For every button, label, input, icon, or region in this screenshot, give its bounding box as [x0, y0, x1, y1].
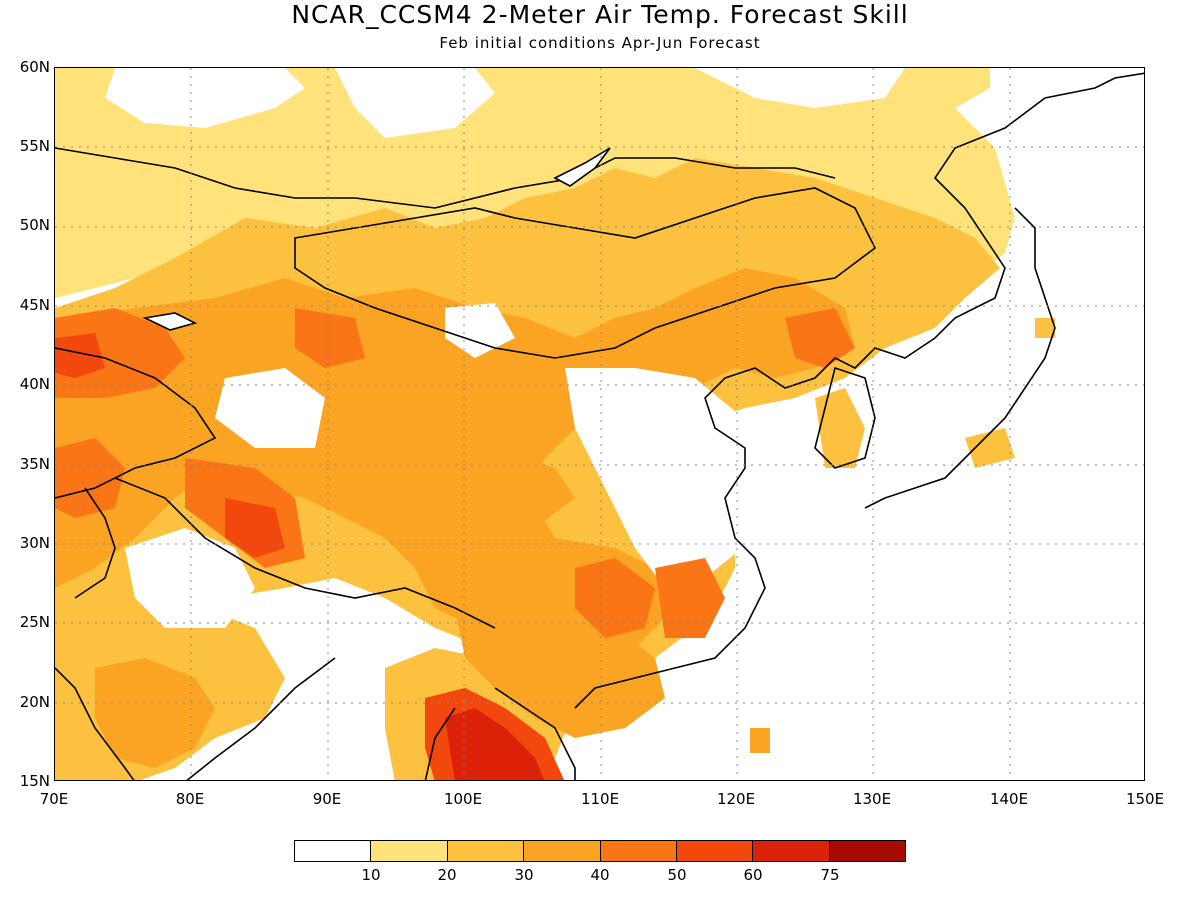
coastline-india [55, 657, 336, 780]
skill-region-60-75-indochina [445, 708, 545, 780]
coastline-east-asia [574, 72, 1144, 709]
lon-label-110e: 110E [580, 790, 620, 808]
lon-label-80e: 80E [175, 790, 205, 808]
skill-gap-gobi [445, 303, 515, 358]
skill-region-30-40-south [455, 608, 665, 738]
lat-label-25n: 25N [19, 613, 50, 631]
skill-gap-seasia [735, 528, 905, 708]
skill-region-40-50-kaz [55, 308, 185, 398]
skill-gap-eastchina [565, 368, 775, 588]
lat-label-40n: 40N [19, 375, 50, 393]
legend-label-50: 50 [667, 866, 687, 884]
legend-label-40: 40 [590, 866, 610, 884]
coastline-indochina [424, 687, 576, 780]
legend-swatch-6 [753, 841, 830, 861]
coastline-korea [814, 366, 876, 469]
lon-label-100e: 100E [443, 790, 483, 808]
border-russia-south [55, 147, 836, 209]
border-india-pakistan [74, 487, 116, 599]
lat-label-60n: 60N [19, 58, 50, 76]
skill-region-japan [965, 428, 1015, 468]
skill-region-30-40-china [425, 448, 575, 538]
skill-region-40-50-india [55, 438, 125, 518]
legend-label-20: 20 [437, 866, 457, 884]
lat-label-20n: 20N [19, 693, 50, 711]
skill-region-40-50-sw [575, 558, 655, 638]
skill-region-taiwan [750, 728, 770, 753]
skill-region-hokkaido [1035, 318, 1055, 338]
skill-gap-tarim [215, 368, 325, 448]
lon-label-150e: 150E [1125, 790, 1165, 808]
border-mongolia [294, 187, 877, 359]
lat-label-55n: 55N [19, 137, 50, 155]
map-gridlines [55, 68, 1144, 780]
map-plot-area [54, 67, 1145, 781]
legend-label-10: 10 [361, 866, 381, 884]
coastline-japan [864, 207, 1056, 509]
skill-map [55, 68, 1144, 780]
legend-label-75: 75 [820, 866, 840, 884]
lon-label-120e: 120E [716, 790, 756, 808]
legend-label-30: 30 [514, 866, 534, 884]
map-subtitle: Feb initial conditions Apr-Jun Forecast [439, 34, 761, 52]
border-central-asia [55, 347, 217, 499]
lat-label-30n: 30N [19, 534, 50, 552]
legend-label-60: 60 [743, 866, 763, 884]
skill-gap-bay [285, 628, 385, 748]
map-title: NCAR_CCSM4 2-Meter Air Temp. Forecast Sk… [291, 0, 909, 29]
skill-region-40-50-ne [785, 308, 855, 368]
border-himalaya [114, 477, 496, 629]
skill-gap-north-2 [335, 68, 495, 138]
legend-swatch-1 [371, 841, 448, 861]
lat-label-50n: 50N [19, 216, 50, 234]
legend-swatch-5 [676, 841, 754, 861]
skill-gap-north-3 [695, 68, 905, 108]
lake-baikal [553, 147, 611, 187]
skill-gap-north-4 [995, 68, 1144, 368]
lon-label-140e: 140E [989, 790, 1029, 808]
legend-swatch-4 [600, 841, 677, 861]
skill-region-30-40-india [95, 658, 215, 768]
legend-swatch-3 [524, 841, 601, 861]
skill-gap-india-north [125, 528, 255, 628]
skill-region-korea [815, 388, 865, 468]
lake-balkhash [142, 312, 198, 331]
lat-label-35n: 35N [19, 455, 50, 473]
lon-label-130e: 130E [852, 790, 892, 808]
lon-label-70e: 70E [39, 790, 69, 808]
legend-swatch-0 [295, 841, 372, 861]
legend-swatch-2 [447, 841, 525, 861]
skill-region-40-50-s [655, 558, 725, 638]
skill-region-50-60-kaz [55, 333, 105, 378]
skill-gap-north-1 [105, 68, 305, 128]
skill-region-40-50-xinjiang [295, 308, 365, 368]
legend-swatch-7 [829, 841, 905, 861]
skill-region-50-60-tibet [225, 498, 285, 558]
lat-label-45n: 45N [19, 296, 50, 314]
color-legend [294, 840, 906, 862]
lat-label-15n: 15N [19, 772, 50, 790]
lon-label-90e: 90E [312, 790, 342, 808]
